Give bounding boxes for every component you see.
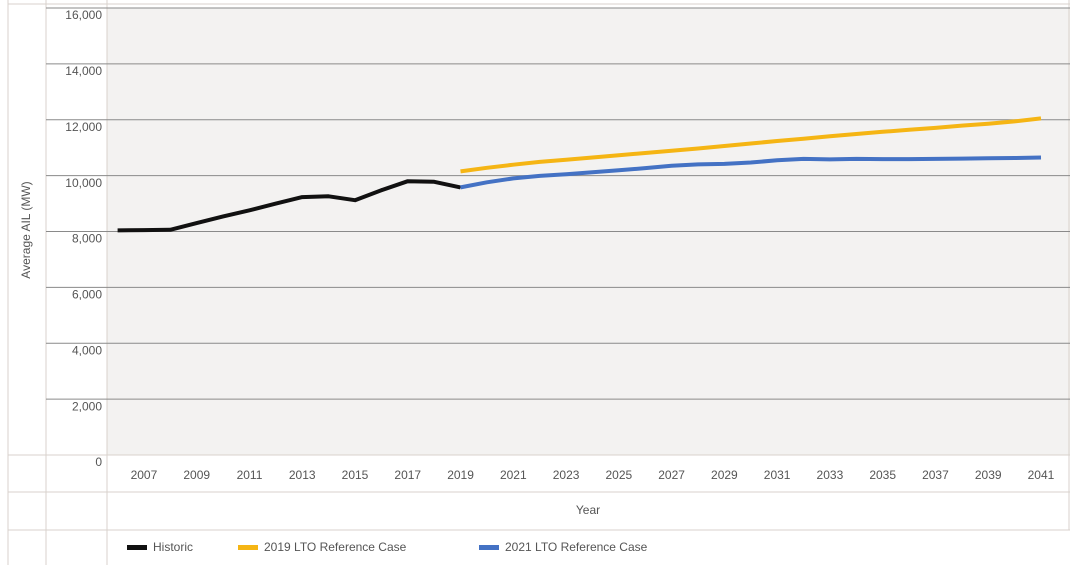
y-tick-label: 2,000 (72, 399, 102, 413)
x-tick-label: 2021 (500, 468, 527, 482)
x-tick-label: 2013 (289, 468, 316, 482)
x-tick-label: 2033 (817, 468, 844, 482)
y-tick-label: 10,000 (65, 176, 102, 190)
x-tick-label: 2039 (975, 468, 1002, 482)
x-tick-label: 2029 (711, 468, 738, 482)
y-tick-label: 0 (95, 455, 102, 469)
legend-label: 2021 LTO Reference Case (505, 540, 648, 554)
x-tick-label: 2017 (394, 468, 421, 482)
series-line (117, 179, 461, 233)
legend-swatch (127, 545, 147, 550)
legend-label: Historic (153, 540, 193, 554)
y-tick-label: 14,000 (65, 64, 102, 78)
x-tick-label: 2025 (605, 468, 632, 482)
x-tick-label: 2023 (553, 468, 580, 482)
legend-label: 2019 LTO Reference Case (264, 540, 407, 554)
x-tick-label: 2007 (131, 468, 158, 482)
y-tick-label: 12,000 (65, 120, 102, 134)
series-line (460, 116, 1042, 174)
y-tick-label: 4,000 (72, 343, 102, 357)
legend-swatch (238, 545, 258, 550)
x-tick-label: 2031 (764, 468, 791, 482)
y-axis-label: Average AIL (MW) (19, 181, 33, 278)
x-tick-label: 2015 (342, 468, 369, 482)
x-axis-label: Year (576, 503, 600, 517)
y-tick-label: 6,000 (72, 288, 102, 302)
series-line (460, 155, 1042, 190)
x-tick-label: 2009 (183, 468, 210, 482)
y-tick-label: 8,000 (72, 232, 102, 246)
x-tick-label: 2035 (869, 468, 896, 482)
y-tick-label: 16,000 (65, 8, 102, 22)
legend-swatch (479, 545, 499, 550)
x-tick-label: 2027 (658, 468, 685, 482)
x-tick-label: 2011 (237, 468, 263, 482)
x-tick-label: 2019 (447, 468, 474, 482)
x-tick-label: 2041 (1028, 468, 1055, 482)
x-tick-label: 2037 (922, 468, 949, 482)
